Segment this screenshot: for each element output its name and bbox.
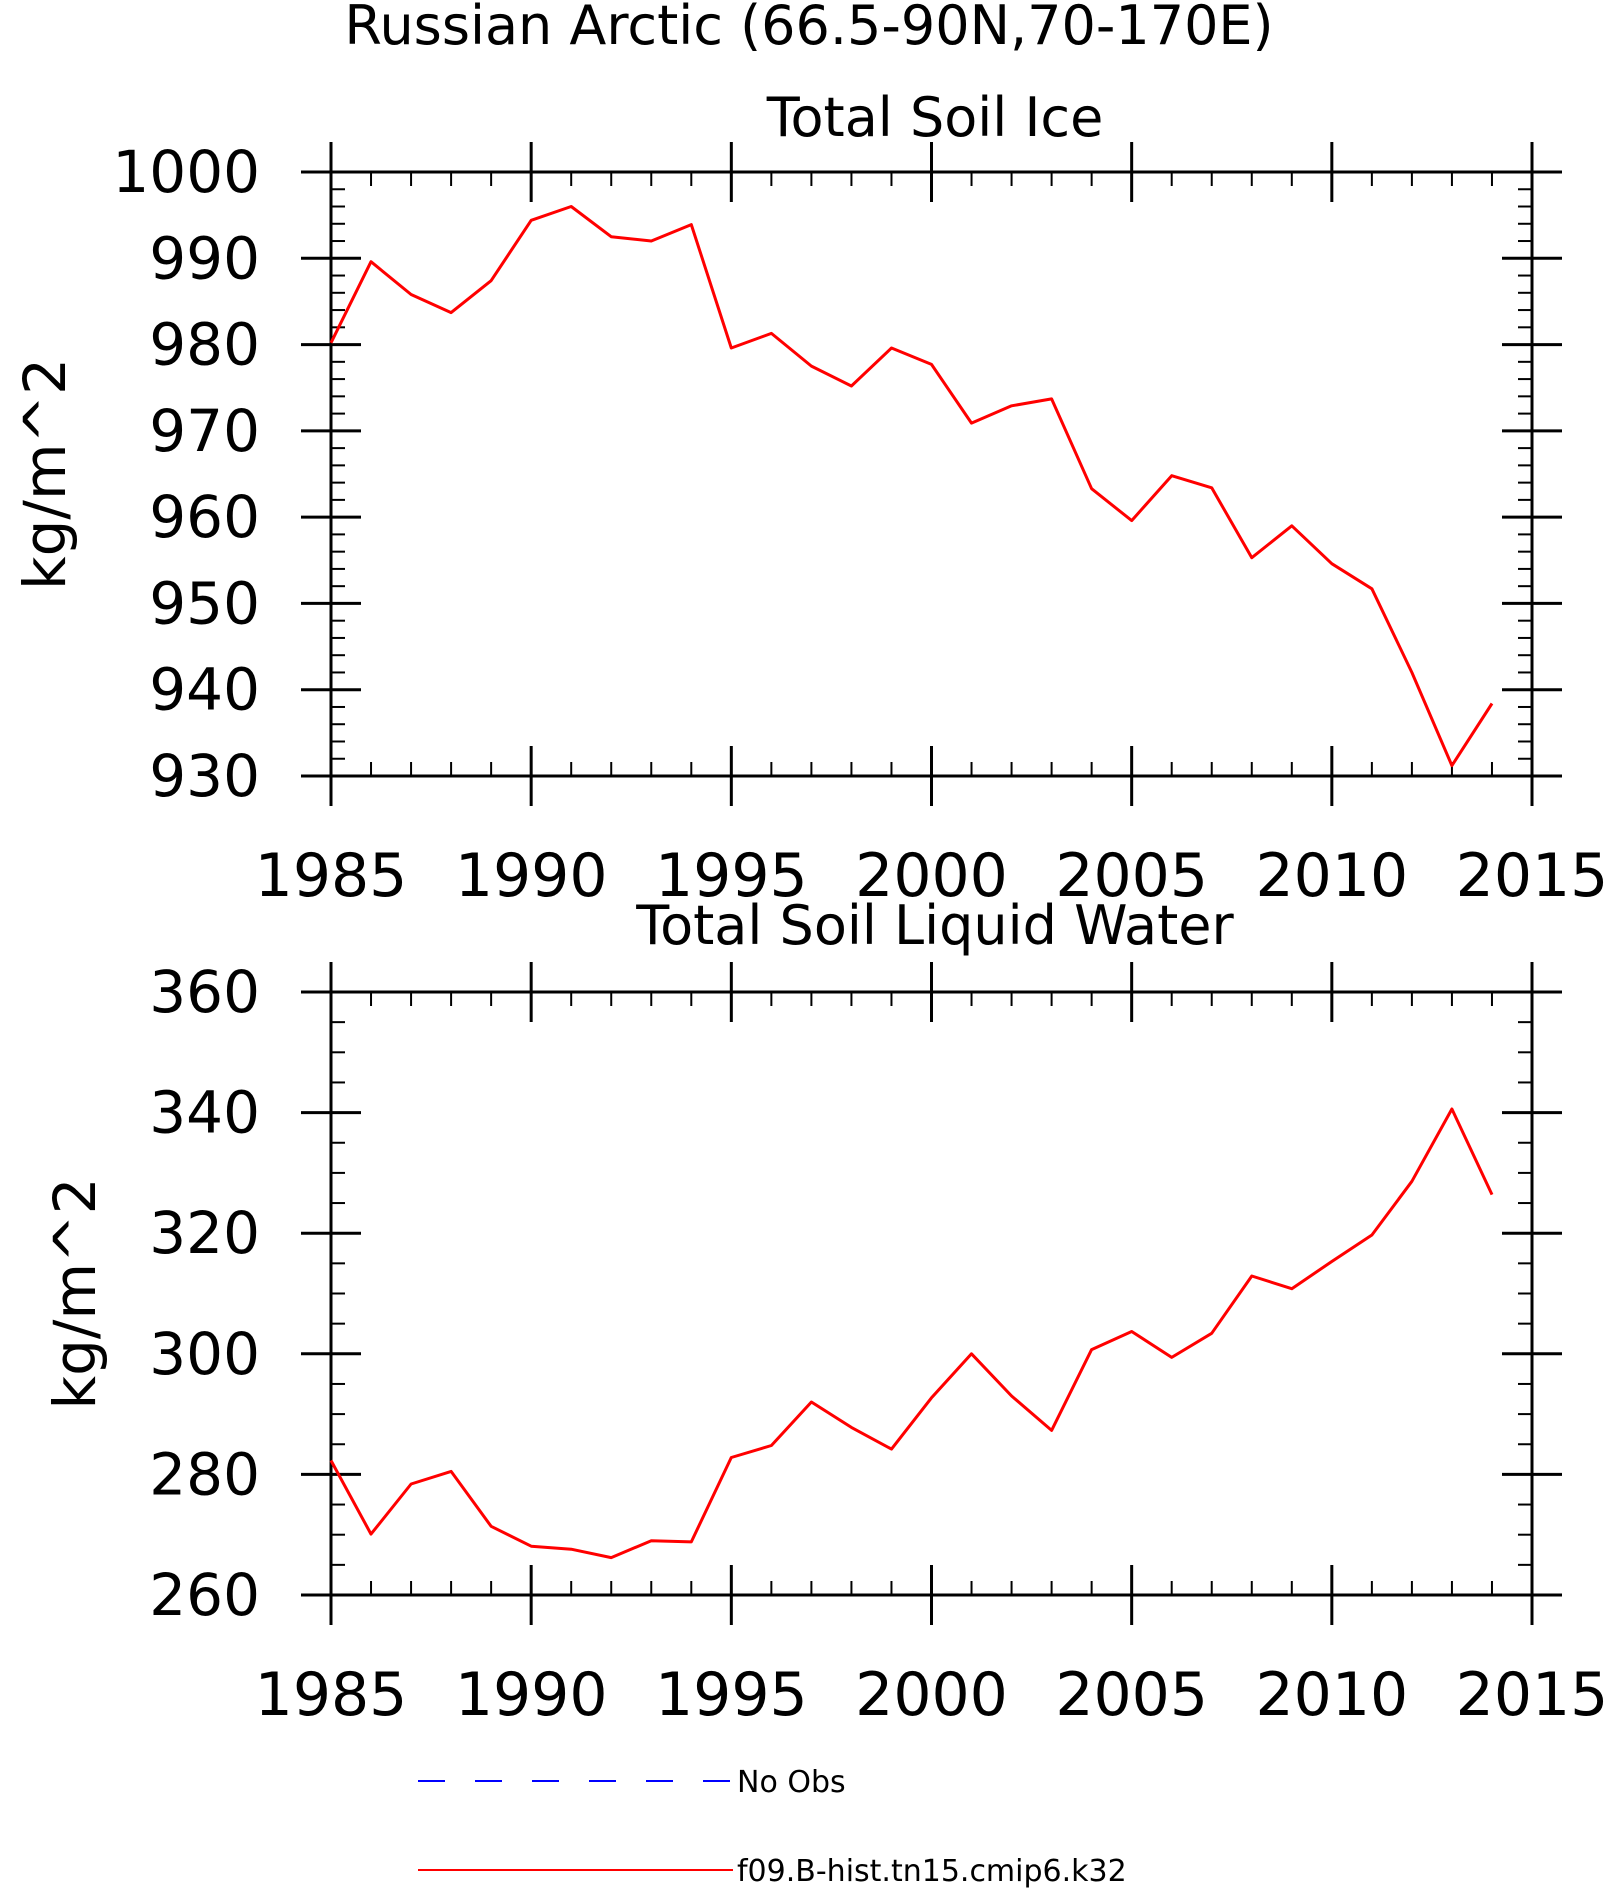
y-tick-label: 980 [149,311,260,379]
x-tick-label: 2005 [1055,841,1208,911]
chart-panel-soil-liquid-water: Total Soil Liquid Water 1985 1990 1995 2000… [41,894,1608,1730]
y-tick-label: 260 [149,1561,260,1629]
y-tick-label: 940 [149,656,260,724]
legend-label-model: f09.B-hist.tn15.cmip6.k32 [737,1854,1127,1889]
x-tick-label: 1995 [655,1660,808,1730]
plot-frame [329,170,1534,778]
y-tick-label: 950 [149,569,260,637]
plot-frame [329,990,1534,1597]
series-line [329,1107,1494,1560]
chart-panel-soil-ice: Total Soil Ice 1985 1990 1995 2000 2005 2010 2… [11,86,1608,911]
x-tick-label: 2015 [1456,1660,1609,1730]
legend-label-no-obs: No Obs [737,1765,846,1800]
y-axis-label: kg/m^2 [11,358,79,590]
y-tick-label: 990 [149,224,260,292]
series-line [329,205,1494,768]
x-tick-label: 1995 [655,841,808,911]
x-tick-label: 1990 [455,841,608,911]
y-axis-label: kg/m^2 [41,1178,109,1410]
y-tick-label: 320 [149,1199,260,1267]
x-tick-label: 2000 [855,1660,1008,1730]
y-tick-label: 340 [149,1079,260,1147]
x-tick-label: 2005 [1055,1660,1208,1730]
chart-title: Total Soil Liquid Water [635,894,1234,957]
y-tick-label: 360 [149,958,260,1026]
y-tick-label: 970 [149,397,260,465]
y-tick-label: 1000 [112,138,260,206]
x-tick-label: 2000 [855,841,1008,911]
y-tick-label: 960 [149,483,260,551]
chart-title: Total Soil Ice [766,86,1104,149]
x-tick-label: 1985 [255,1660,408,1730]
figure-title: Russian Arctic (66.5-90N,70-170E) [344,0,1273,57]
x-tick-label: 2010 [1255,841,1408,911]
x-tick-label: 1985 [255,841,408,911]
y-tick-label: 300 [149,1320,260,1388]
x-tick-label: 2010 [1255,1660,1408,1730]
y-tick-label: 280 [149,1440,260,1508]
y-tick-label: 930 [149,742,260,810]
x-tick-label: 2015 [1456,841,1609,911]
legend: No Obs f09.B-hist.tn15.cmip6.k32 [418,1765,1127,1889]
x-tick-label: 1990 [455,1660,608,1730]
